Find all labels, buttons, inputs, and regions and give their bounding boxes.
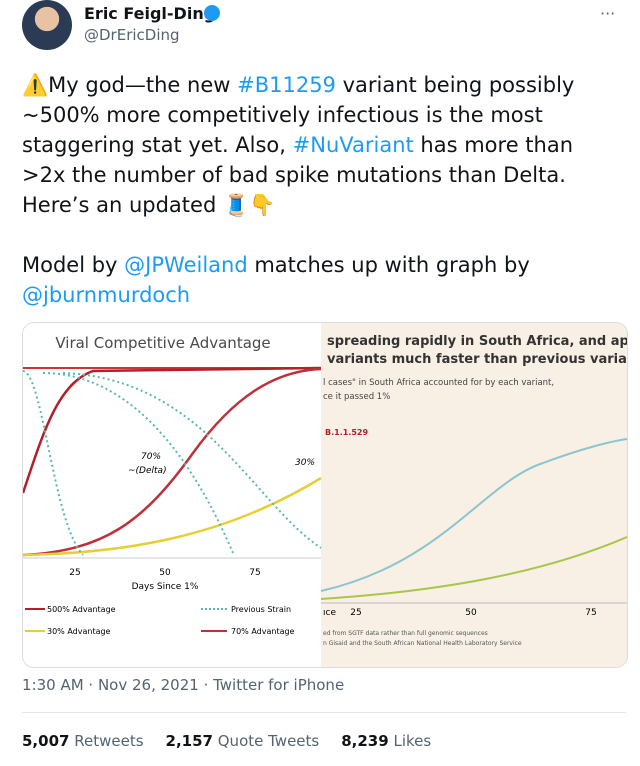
x-tick-label: 50 (159, 568, 171, 578)
more-menu[interactable]: ··· (600, 4, 616, 23)
x-tick-label: 25 (350, 608, 361, 618)
text-run: Here’s an updated 🧵👇 (22, 193, 276, 217)
legend-label: Previous Strain (231, 605, 291, 614)
image-svg: Viral Competitive Advantage 70% ~(Delta)… (23, 323, 627, 667)
annotation: 30% (295, 458, 315, 468)
link[interactable]: #B11259 (237, 73, 336, 97)
text-run: ⚠️My god—the new (22, 73, 238, 97)
divider (22, 712, 626, 713)
text-line: Here’s an updated 🧵👇 (22, 190, 574, 220)
text-line: ⚠️My god—the new #B11259 variant being p… (22, 70, 574, 100)
legend-label: 70% Advantage (231, 627, 295, 636)
text-line: @jburnmurdoch (22, 280, 574, 310)
curve (42, 372, 234, 554)
legend-label: 30% Advantage (47, 627, 111, 636)
timestamp[interactable]: 1:30 AM · Nov 26, 2021 · Twitter for iPh… (22, 676, 345, 694)
text-run: staggering stat yet. Also, (22, 133, 293, 157)
text-run: has more than (413, 133, 574, 157)
x-tick-label: 50 (465, 608, 477, 618)
curve (23, 370, 84, 556)
stat-label[interactable]: Quote Tweets (217, 732, 320, 750)
curve (23, 367, 322, 557)
curve (320, 536, 627, 600)
text-run: >2x the number of bad spike mutations th… (22, 163, 566, 187)
right-title: spreading rapidly in South Africa, and a… (327, 334, 627, 349)
x-axis-label: Days Since 1% (132, 582, 199, 592)
text-run: ~500% more competitively infectious is t… (22, 103, 543, 127)
link[interactable]: @jburnmurdoch (22, 283, 191, 307)
text-line: Model by @JPWeiland matches up with grap… (22, 250, 574, 280)
right-title: variants much faster than previous varia… (327, 352, 627, 367)
left-panel (23, 323, 321, 667)
author-name[interactable]: Eric Feigl-Ding (84, 4, 216, 23)
text-line: >2x the number of bad spike mutations th… (22, 160, 574, 190)
stat-count[interactable]: 8,239 (341, 732, 389, 750)
text-run: Model by (22, 253, 125, 277)
annotation: ~(Delta) (128, 466, 167, 476)
annotation: 70% (141, 452, 161, 462)
avatar[interactable] (22, 0, 72, 50)
stat-count[interactable]: 5,007 (22, 732, 70, 750)
text-line: staggering stat yet. Also, #NuVariant ha… (22, 130, 574, 160)
link[interactable]: #NuVariant (292, 133, 414, 157)
note: n Gisaid and the South African National … (323, 640, 522, 647)
right-subtitle: l cases" in South Africa accounted for b… (323, 378, 554, 388)
link[interactable]: @JPWeiland (124, 253, 248, 277)
verified-badge (204, 5, 220, 21)
curve (320, 438, 627, 592)
curve (23, 366, 322, 494)
curve (62, 372, 322, 549)
x-tick-label: ıce (323, 608, 336, 618)
right-panel (321, 323, 627, 667)
legend-label: 500% Advantage (47, 605, 116, 614)
left-title: Viral Competitive Advantage (55, 334, 270, 352)
right-subtitle: ce it passed 1% (323, 392, 390, 402)
note: ed from SGTF data rather than full genom… (323, 630, 488, 637)
stat-label[interactable]: Likes (393, 732, 432, 750)
text-run: matches up with graph by (247, 253, 530, 277)
tweet-image[interactable]: Viral Competitive Advantage 70% ~(Delta)… (22, 322, 628, 668)
x-tick-label: 25 (69, 568, 80, 578)
author-handle[interactable]: @DrEricDing (84, 26, 180, 44)
series-label: B.1.1.529 (325, 428, 368, 437)
tweet-text: ⚠️My god—the new #B11259 variant being p… (22, 70, 574, 310)
stat-label[interactable]: Retweets (74, 732, 144, 750)
text-line: ~500% more competitively infectious is t… (22, 100, 574, 130)
text-run: variant being possibly (335, 73, 575, 97)
stat-count[interactable]: 2,157 (165, 732, 213, 750)
x-tick-label: 75 (249, 568, 260, 578)
stats: 5,007 Retweets 2,157 Quote Tweets 8,239 Li… (22, 732, 453, 750)
text-line (22, 220, 574, 250)
curve (23, 476, 322, 557)
x-tick-label: 75 (585, 608, 596, 618)
